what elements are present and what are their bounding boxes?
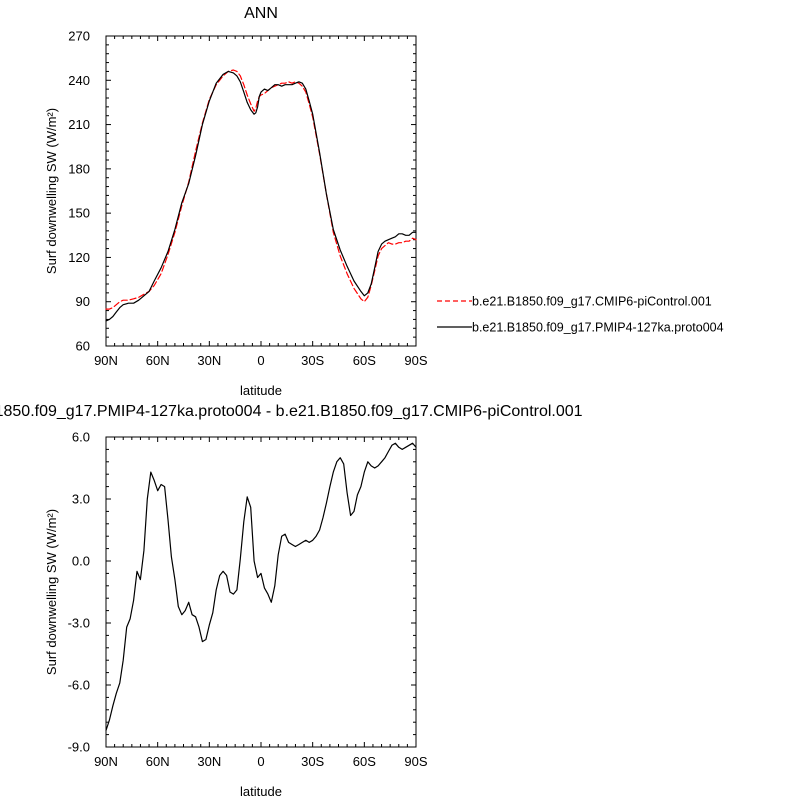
- y-tick-label: 180: [68, 161, 90, 176]
- series-layer: [105, 69, 417, 322]
- x-tick-label: 60N: [146, 353, 170, 368]
- x-tick-label: 0: [257, 754, 264, 769]
- series-line-1-0: [105, 442, 417, 732]
- y-tick-label: -6.0: [68, 678, 90, 693]
- y-tick-label: 240: [68, 73, 90, 88]
- legend: b.e21.B1850.f09_g17.CMIP6-piControl.001 …: [437, 295, 724, 335]
- chart-title: ANN: [244, 5, 278, 22]
- series-line-0-1: [105, 70, 417, 322]
- legend-label-picontrol: b.e21.B1850.f09_g17.CMIP6-piControl.001: [472, 295, 712, 309]
- y-axis-label: Surf downwelling SW (W/m²): [44, 108, 59, 274]
- y-tick-label: 150: [68, 206, 90, 221]
- chart-title: b.e21.B1850.f09_g17.PMIP4-127ka.proto004…: [0, 403, 583, 420]
- chart-panel-difference: b.e21.B1850.f09_g17.PMIP4-127ka.proto004…: [0, 403, 583, 799]
- y-tick-label: 90: [76, 294, 90, 309]
- y-axis-ticks: -9.0 -6.0 -3.0 0.0 3.0 6.0: [68, 430, 416, 755]
- x-axis-ticks: 90N 60N 30N 0 30S 60S 90S: [94, 36, 428, 368]
- plot-frame: [105, 436, 417, 748]
- x-tick-label: 90N: [94, 754, 118, 769]
- x-axis-label: latitude: [240, 784, 282, 799]
- legend-label-127ka: b.e21.B1850.f09_g17.PMIP4-127ka.proto004: [472, 321, 724, 335]
- y-tick-label: -3.0: [68, 616, 90, 631]
- x-tick-label: 30N: [197, 754, 221, 769]
- series-line-0-0: [105, 69, 417, 310]
- y-axis-ticks: 60 90 120 150 180 210 240 270: [68, 29, 416, 354]
- x-tick-label: 0: [257, 353, 264, 368]
- y-tick-label: 270: [68, 29, 90, 44]
- x-tick-label: 90S: [404, 353, 427, 368]
- x-tick-label: 60S: [353, 754, 376, 769]
- y-tick-label: -9.0: [68, 740, 90, 755]
- x-tick-label: 60N: [146, 754, 170, 769]
- x-axis-label: latitude: [240, 383, 282, 398]
- x-tick-label: 90S: [404, 754, 427, 769]
- plot-frame: [105, 35, 417, 347]
- series-layer: [105, 442, 417, 732]
- x-tick-label: 30S: [301, 353, 324, 368]
- y-tick-label: 6.0: [72, 430, 90, 445]
- y-tick-label: 60: [76, 339, 90, 354]
- y-tick-label: 210: [68, 117, 90, 132]
- chart-panel-climatology: ANN 90N 60N 30N 0 30S 60S 90S 60 90 120 150 180 210…: [44, 5, 724, 398]
- y-tick-label: 0.0: [72, 554, 90, 569]
- x-tick-label: 30S: [301, 754, 324, 769]
- y-axis-label: Surf downwelling SW (W/m²): [44, 509, 59, 675]
- x-tick-label: 30N: [197, 353, 221, 368]
- y-tick-label: 120: [68, 250, 90, 265]
- x-tick-label: 90N: [94, 353, 118, 368]
- x-tick-label: 60S: [353, 353, 376, 368]
- x-axis-ticks: 90N 60N 30N 0 30S 60S 90S: [94, 437, 428, 769]
- y-tick-label: 3.0: [72, 492, 90, 507]
